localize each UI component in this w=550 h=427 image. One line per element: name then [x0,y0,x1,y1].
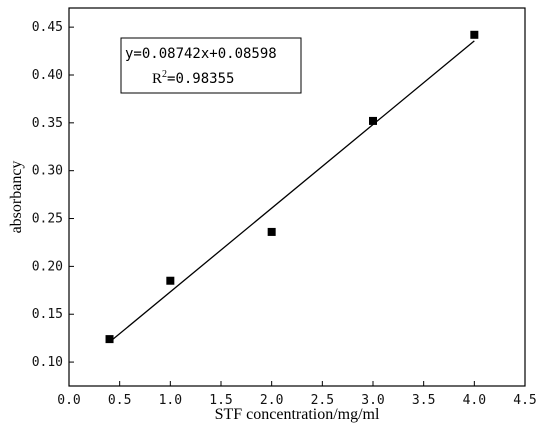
y-tick-label: 0.40 [32,68,63,83]
r2-prefix: R [152,71,162,87]
x-tick-label: 0.5 [108,393,131,408]
data-point [369,116,377,125]
r2-value: =0.98355 [167,71,234,87]
data-point [105,335,114,344]
x-tick-label: 1.0 [159,393,182,408]
y-tick-label: 0.30 [32,164,63,179]
y-tick-label: 0.35 [32,116,63,131]
y-tick-label: 0.20 [32,259,63,274]
y-axis-title: absorbancy [8,161,25,234]
equation-box-frame [120,37,302,94]
x-tick-label: 3.5 [412,393,435,408]
r2-text: R2=0.98355 [152,69,234,87]
x-tick-label: 3.0 [361,393,384,408]
x-tick-label: 4.0 [463,393,486,408]
x-axis-ticks: 0.0 0.5 1.0 1.5 2.0 2.5 3.0 3.5 4.0 4.5 [57,381,537,408]
x-tick-label: 0.0 [57,393,80,408]
x-axis-title: STF concentration/mg/ml [215,406,380,423]
data-point [470,30,479,39]
y-tick-label: 0.10 [32,355,63,370]
equation-text: y=0.08742x+0.08598 [125,46,277,62]
x-tick-label: 2.0 [260,393,283,408]
data-point [166,276,175,285]
x-tick-label: 1.5 [209,393,232,408]
fit-line [109,40,475,343]
y-tick-label: 0.25 [32,212,63,227]
data-point [267,227,276,236]
equation-box: y=0.08742x+0.08598 R2=0.98355 [120,37,302,94]
plot-frame [68,7,526,387]
y-tick-label: 0.15 [32,307,63,322]
y-axis-ticks: 0.10 0.15 0.20 0.25 0.30 0.35 0.40 0.45 [32,20,74,370]
x-tick-label: 2.5 [311,393,334,408]
x-tick-label: 4.5 [513,393,536,408]
y-tick-label: 0.45 [32,20,63,35]
data-points [105,30,479,344]
r2-superscript: 2 [162,69,167,80]
